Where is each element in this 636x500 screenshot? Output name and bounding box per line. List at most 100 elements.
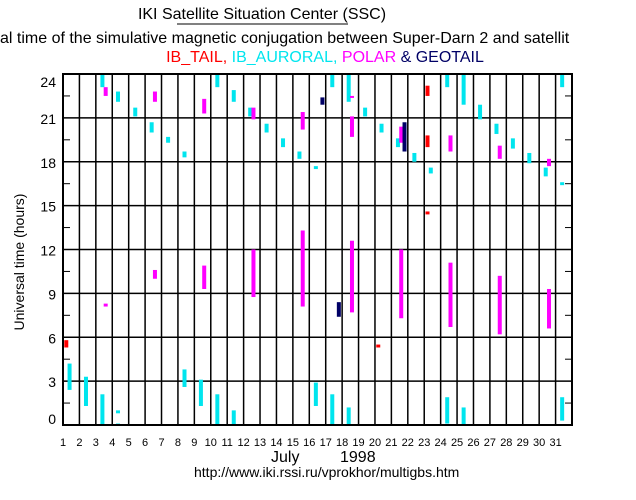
x-tick-label: 5 [126,437,132,449]
mark-polar [300,230,305,307]
x-tick-label: 19 [352,437,364,449]
mark-ib-auroral [83,376,88,406]
mark-ib-auroral [527,152,532,164]
x-tick-label: 3 [93,437,99,449]
mark-ib-auroral [116,410,121,414]
plot-frame [62,73,573,426]
mark-ib-auroral [346,407,351,425]
mark-ib-auroral [330,394,335,425]
mark-ib-auroral [166,136,171,143]
mark-polar [547,288,552,329]
x-tick-label: 29 [517,437,529,449]
y-tick-label: 3 [48,374,56,390]
x-tick-label: 9 [191,437,197,449]
mark-ib-tail [425,135,430,148]
mark-polar [152,91,157,102]
x-tick-label: 17 [320,437,332,449]
mark-polar [349,95,354,98]
x-tick-label: 13 [254,437,266,449]
mark-ib-auroral [478,104,483,120]
legend: IB_TAIL, IB_AURORAL, POLAR & GEOTAIL [166,49,484,66]
mark-ib-auroral [215,74,220,88]
mark-ib-auroral [182,151,187,158]
x-tick-label: 16 [303,437,315,449]
y-tick-label: 12 [40,243,56,259]
x-tick-label: 4 [109,437,115,449]
mark-ib-auroral [264,123,269,133]
y-tick-label: 15 [40,199,56,215]
legend-polar: POLAR [342,49,396,66]
x-tick-label: 11 [221,437,232,449]
mark-ib-auroral [346,74,351,102]
mark-polar [103,303,108,307]
mark-polar [399,126,404,143]
data-marks [64,74,565,426]
x-tick-label: 6 [142,437,148,449]
mark-ib-tail [64,340,69,348]
x-tick-label: 30 [533,437,545,449]
mark-ib-auroral [133,107,138,117]
x-tick-label: 26 [467,437,479,449]
mark-ib-tail [425,85,430,96]
mark-ib-auroral [281,138,286,148]
mark-polar [202,98,207,114]
mark-geotail [336,302,341,317]
mark-ib-auroral [330,74,335,88]
x-tick-label: 18 [336,437,348,449]
x-tick-label: 27 [484,437,496,449]
y-tick-label: 0 [48,411,56,427]
mark-ib-auroral [510,138,515,149]
y-tick-label: 18 [40,155,56,171]
legend-geotail: & GEOTAIL [401,49,484,66]
mark-ib-auroral [379,123,384,133]
x-tick-label: 20 [369,437,381,449]
x-axis-year: 1998 [340,449,376,466]
x-tick-label: 14 [270,437,282,449]
mark-ib-auroral [215,394,220,425]
mark-ib-auroral [494,123,499,134]
mark-polar [300,112,305,130]
mark-polar [497,275,502,335]
grid [63,74,572,425]
legend-ib-tail: IB_TAIL, [166,49,227,66]
x-tick-label: 15 [287,437,299,449]
mark-ib-auroral [560,397,565,421]
y-tick-labels: 0 3 6 9 12 15 18 21 24 [40,74,56,427]
mark-ib-auroral [461,74,466,105]
mark-polar [349,240,354,313]
x-tick-label: 24 [435,437,447,449]
y-axis-label: Universal time (hours) [11,194,27,331]
mark-polar [103,87,108,96]
mark-polar [251,107,256,120]
mark-ib-auroral [363,107,368,117]
mark-ib-tail [376,344,381,348]
footer-url[interactable]: http://www.iki.rssi.ru/vprokhor/multigbs… [194,464,459,480]
x-tick-label: 2 [76,437,82,449]
x-tick-label: 8 [175,437,181,449]
y-tick-label: 9 [48,286,56,302]
mark-ib-auroral [445,397,450,424]
mark-ib-auroral [445,74,450,88]
x-tick-label: 10 [205,437,217,449]
mark-ib-auroral [313,382,318,406]
x-tick-label: 25 [451,437,463,449]
mark-ib-auroral [560,182,565,186]
x-tick-label: 31 [549,437,561,449]
mark-ib-auroral [313,166,318,170]
x-tick-labels: 1 2 3 4 5 6 7 8 9 10 11 12 13 14 15 16 17 18 19 20 21 22 23 24 2… [60,437,562,449]
mark-polar [251,249,256,298]
mark-polar [399,249,404,319]
mark-ib-tail [425,211,430,215]
mark-polar [448,135,453,152]
mark-geotail [402,122,407,152]
x-tick-label: 23 [418,437,430,449]
mark-ib-auroral [297,151,302,159]
mark-polar [497,145,502,159]
mark-geotail [320,97,325,105]
mark-ib-auroral [100,394,105,425]
mark-ib-auroral [395,138,400,148]
x-tick-label: 1 [60,437,66,449]
mark-ib-auroral [231,90,236,102]
mark-ib-auroral [116,91,121,102]
